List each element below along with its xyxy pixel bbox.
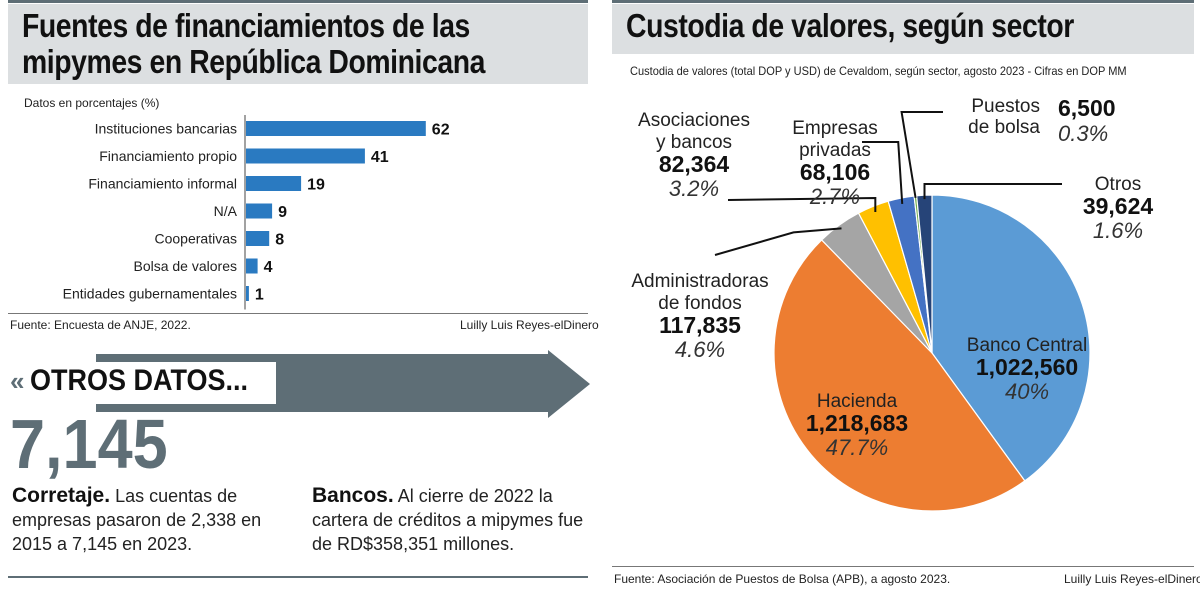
pie-leader-line xyxy=(727,196,877,212)
pie-slice-pct: 40% xyxy=(1005,379,1049,404)
bar-value-label: 62 xyxy=(432,122,450,139)
bar xyxy=(246,231,270,246)
bar xyxy=(246,148,365,164)
pie-slice-name: Empresas xyxy=(792,118,878,139)
pie-slice-name: privadas xyxy=(799,140,871,161)
right-title-box xyxy=(612,4,1194,54)
pie-slice-pct: 0.3% xyxy=(1058,121,1108,146)
corretaje-head: Corretaje. xyxy=(12,484,111,507)
bar-value-label: 9 xyxy=(278,204,287,221)
pie-slice-value: 1,022,560 xyxy=(976,354,1078,380)
pie-leader-line xyxy=(862,141,904,205)
big-number: 7,145 xyxy=(10,405,168,483)
left-bottom-rule xyxy=(8,576,588,578)
bar-value-label: 8 xyxy=(275,232,284,249)
units-note: Datos en porcentajes (%) xyxy=(24,96,160,110)
right-top-rule xyxy=(612,0,1194,3)
bancos-head: Bancos. xyxy=(312,484,394,507)
right-title: Custodia de valores, según sector xyxy=(626,7,1074,44)
pie-slice-pct: 3.2% xyxy=(669,176,719,201)
left-title-box xyxy=(8,4,588,84)
bancos-body: Al cierre de 2022 la cartera de créditos… xyxy=(312,486,584,554)
corretaje-text: Corretaje. Las cuentas de empresas pasar… xyxy=(12,484,292,556)
bar xyxy=(246,258,258,274)
left-credit: Luilly Luis Reyes-elDinero xyxy=(460,318,599,332)
pie-slice-name: de bolsa xyxy=(968,117,1040,138)
pie-slice-pct: 47.7% xyxy=(826,435,888,460)
otros-datos-banner: OTROS DATOS... xyxy=(30,364,249,397)
right-source: Fuente: Asociación de Puestos de Bolsa (… xyxy=(614,572,951,586)
pie-slice-name: Administradoras xyxy=(631,271,768,292)
bar-value-label: 19 xyxy=(307,177,325,194)
left-source: Fuente: Encuesta de ANJE, 2022. xyxy=(10,318,191,332)
bar-category-label: Instituciones bancarias xyxy=(95,121,237,137)
bar-value-label: 4 xyxy=(264,259,273,276)
pie-slice-value: 68,106 xyxy=(800,159,870,185)
otros-datos-arrow xyxy=(8,350,590,418)
bar-category-label: N/A xyxy=(214,203,238,219)
pie-slice xyxy=(773,239,1026,512)
pie-slice-value: 1,218,683 xyxy=(806,410,908,436)
left-title-line1: Fuentes de financiamientos de las xyxy=(22,7,470,44)
bar xyxy=(246,121,426,136)
right-source-rule xyxy=(612,566,1194,567)
pie-slice-name: Puestos xyxy=(971,96,1040,117)
bar-category-label: Bolsa de valores xyxy=(133,258,237,274)
right-credit: Luilly Luis Reyes-elDinero xyxy=(1064,572,1200,586)
left-title-line2: mipymes en República Dominicana xyxy=(22,43,485,80)
bar-value-label: 41 xyxy=(371,149,389,166)
pie-leader-line xyxy=(714,227,842,256)
otros-datos-quote-icon: « xyxy=(10,366,25,396)
left-source-rule xyxy=(8,313,588,314)
bar xyxy=(246,203,273,219)
pie-slice-name: Hacienda xyxy=(817,391,898,412)
pie-slice xyxy=(931,194,1091,482)
bar-value-label: 1 xyxy=(255,287,264,304)
bar-chart: Instituciones bancarias 62 Financiamiento … xyxy=(63,115,450,310)
pie-slice-name: Asociaciones xyxy=(638,110,750,131)
pie-slice-value: 6,500 xyxy=(1058,95,1116,121)
pie-slice-pct: 4.6% xyxy=(675,337,725,362)
left-top-rule xyxy=(8,0,588,3)
bancos-text: Bancos. Al cierre de 2022 la cartera de … xyxy=(312,484,587,556)
pie-leader-line xyxy=(923,183,1062,200)
bar-category-label: Entidades gubernamentales xyxy=(63,286,237,302)
bar-category-label: Financiamiento propio xyxy=(99,148,237,164)
right-subtitle: Custodia de valores (total DOP y USD) de… xyxy=(630,64,1127,78)
pie-slice-value: 82,364 xyxy=(659,151,730,177)
pie-slice-pct: 2.7% xyxy=(809,184,860,209)
corretaje-body: Las cuentas de empresas pasaron de 2,338… xyxy=(12,486,262,554)
pie-slice-name: Banco Central xyxy=(967,335,1087,356)
pie-slice-name: Otros xyxy=(1095,174,1141,195)
pie-slice-value: 117,835 xyxy=(659,312,741,338)
pie-slice-name: de fondos xyxy=(658,293,741,314)
pie-slice-value: 39,624 xyxy=(1083,193,1154,219)
pie-slice-pct: 1.6% xyxy=(1093,218,1143,243)
pie-leader-line xyxy=(900,111,943,199)
bar-category-label: Cooperativas xyxy=(155,231,238,247)
pie-slice-name: y bancos xyxy=(656,132,732,153)
bar-category-label: Financiamiento informal xyxy=(88,176,237,192)
bar xyxy=(246,176,302,191)
bar xyxy=(246,286,249,301)
